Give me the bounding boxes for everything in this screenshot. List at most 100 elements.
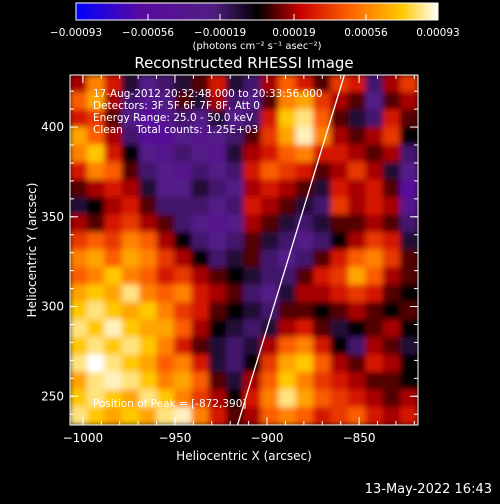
heatmap-cell — [121, 389, 141, 408]
heatmap-cell — [295, 75, 315, 93]
heatmap-cell — [278, 75, 297, 93]
heatmap-cell — [173, 284, 193, 303]
heatmap-cell — [139, 214, 158, 233]
heatmap-cell — [208, 109, 228, 128]
heatmap-cell — [156, 249, 175, 268]
heatmap-cell — [243, 92, 262, 111]
heatmap-cell — [173, 407, 193, 425]
heatmap-cell — [260, 389, 280, 408]
heatmap-cell — [86, 389, 106, 408]
heatmap-cell — [70, 389, 88, 408]
x-tick-label: −1000 — [63, 431, 104, 445]
limb-line — [236, 75, 345, 425]
heatmap-cell — [243, 354, 262, 373]
heatmap-cell — [226, 197, 245, 216]
heatmap-cell — [330, 267, 349, 286]
heatmap-cell — [243, 407, 262, 425]
heatmap-cell — [365, 109, 384, 128]
heatmap-cell — [260, 232, 280, 251]
heatmap-cell — [400, 302, 418, 321]
heatmap-cell — [226, 337, 245, 356]
heatmap-cell — [278, 92, 297, 111]
heatmap-cell — [173, 249, 193, 268]
heatmap-cell — [330, 75, 349, 93]
heatmap-cell — [208, 197, 228, 216]
heatmap-cell — [313, 267, 332, 286]
heatmap-cell — [104, 197, 123, 216]
heatmap-cell — [400, 127, 418, 146]
heatmap-cell — [347, 249, 367, 268]
heatmap-cell — [191, 284, 210, 303]
heatmap-cell — [86, 197, 106, 216]
heatmap-cell — [382, 389, 402, 408]
heatmap-cell — [208, 389, 228, 408]
heatmap-cell — [226, 267, 245, 286]
heatmap-cell — [365, 389, 384, 408]
heatmap-cell — [313, 302, 332, 321]
heatmap-cell — [313, 372, 332, 391]
heatmap-cell — [347, 92, 367, 111]
heatmap-cell — [382, 232, 402, 251]
heatmap-cell — [173, 127, 193, 146]
heatmap-cell — [156, 179, 175, 198]
heatmap-cell — [191, 92, 210, 111]
heatmap-cell — [295, 179, 315, 198]
heatmap-cell — [295, 302, 315, 321]
heatmap-cell — [86, 284, 106, 303]
info-line-energy: Energy Range: 25.0 - 50.0 keV — [93, 112, 254, 124]
heatmap-cell — [191, 232, 210, 251]
heatmap-cell — [173, 144, 193, 163]
heatmap-cell — [330, 214, 349, 233]
heatmap-cell — [243, 249, 262, 268]
heatmap-cell — [400, 109, 418, 128]
heatmap-cell — [260, 109, 280, 128]
heatmap-cell — [382, 109, 402, 128]
heatmap-cell — [313, 92, 332, 111]
heatmap-cell — [313, 162, 332, 181]
heatmap-cell — [208, 267, 228, 286]
heatmap-cell — [313, 179, 332, 198]
colorbar-tick-label: −0.00093 — [50, 27, 102, 39]
heatmap-cell — [347, 75, 367, 93]
heatmap-cell — [139, 337, 158, 356]
heatmap-cell — [70, 92, 88, 111]
heatmap-cell — [260, 354, 280, 373]
heatmap-cell — [191, 144, 210, 163]
heatmap-cell — [400, 144, 418, 163]
heatmap-cell — [121, 407, 141, 425]
heatmap-cell — [139, 267, 158, 286]
info-block: 17-Aug-2012 20:32:48.000 to 20:33:56.000… — [93, 88, 323, 136]
heatmap-cell — [400, 337, 418, 356]
heatmap-cell — [139, 284, 158, 303]
heatmap-cell — [295, 162, 315, 181]
heatmap-cell — [70, 162, 88, 181]
heatmap-cell — [156, 162, 175, 181]
heatmap-cell — [382, 92, 402, 111]
heatmap-cell — [278, 162, 297, 181]
heatmap-cell — [382, 302, 402, 321]
x-tick-label: −950 — [158, 431, 191, 445]
plot-frame — [69, 74, 419, 426]
colorbar-tick-label: 0.00056 — [344, 27, 388, 39]
heatmap-cell — [330, 197, 349, 216]
heatmap-cell — [121, 179, 141, 198]
heatmap-cell — [208, 92, 228, 111]
heatmap-cell — [278, 407, 297, 425]
heatmap-cell — [104, 337, 123, 356]
heatmap-cell — [365, 144, 384, 163]
heatmap-cell — [260, 179, 280, 198]
heatmap-cell — [156, 337, 175, 356]
info-line-time: 17-Aug-2012 20:32:48.000 to 20:33:56.000 — [93, 88, 323, 100]
heatmap-cell — [70, 179, 88, 198]
heatmap-cell — [260, 197, 280, 216]
heatmap-cell — [330, 337, 349, 356]
heatmap-cell — [313, 407, 332, 425]
heatmap-cell — [243, 284, 262, 303]
heatmap-cell — [347, 109, 367, 128]
peak-position-label: Position of Peak = [-872,390] — [93, 398, 247, 410]
heatmap-cell — [121, 144, 141, 163]
heatmap-cell — [382, 75, 402, 93]
heatmap-cell — [278, 127, 297, 146]
heatmap-cell — [400, 179, 418, 198]
heatmap-cell — [226, 302, 245, 321]
